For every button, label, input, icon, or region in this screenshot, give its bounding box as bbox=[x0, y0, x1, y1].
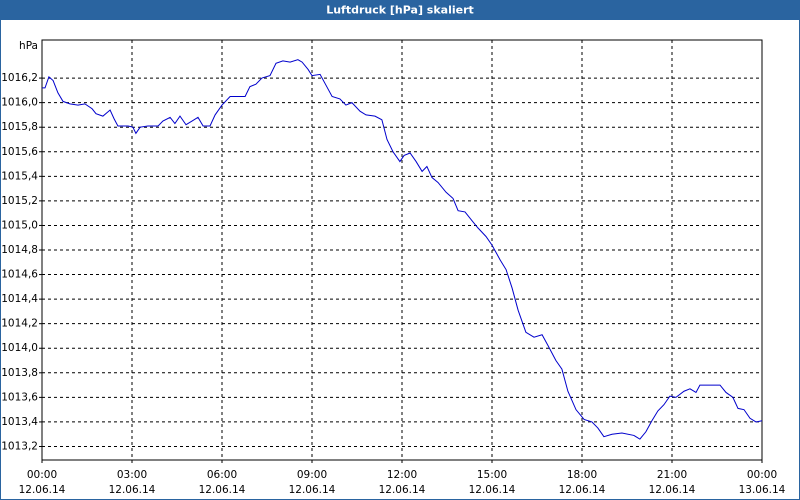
y-tick-label: 1015,0 bbox=[1, 219, 38, 231]
y-tick-label: 1016,2 bbox=[1, 72, 38, 84]
x-tick-label: 00:00 bbox=[747, 469, 777, 481]
y-tick-label: 1014,4 bbox=[1, 293, 38, 305]
y-tick-label: 1014,8 bbox=[1, 244, 38, 256]
x-tick-date: 12.06.14 bbox=[469, 484, 516, 496]
plot-frame bbox=[41, 39, 763, 461]
y-tick-label: 1013,8 bbox=[1, 367, 38, 379]
y-tick-label: 1015,4 bbox=[1, 170, 38, 182]
x-tick-label: 12:00 bbox=[387, 469, 417, 481]
chart-title: Luftdruck [hPa] skaliert bbox=[326, 4, 474, 17]
x-tick-label: 09:00 bbox=[297, 469, 327, 481]
y-tick-label: 1013,4 bbox=[1, 416, 38, 428]
y-tick-label: 1014,2 bbox=[1, 318, 38, 330]
x-tick-date: 12.06.14 bbox=[109, 484, 156, 496]
title-bar bbox=[0, 0, 800, 20]
y-tick-label: 1016,0 bbox=[1, 97, 38, 109]
y-tick-label: 1015,8 bbox=[1, 121, 38, 133]
x-tick-label: 03:00 bbox=[117, 469, 147, 481]
y-tick-label: 1015,6 bbox=[1, 146, 38, 158]
x-tick-label: 15:00 bbox=[477, 469, 507, 481]
y-unit: hPa bbox=[19, 40, 38, 52]
x-tick-label: 06:00 bbox=[207, 469, 237, 481]
x-tick-label: 18:00 bbox=[567, 469, 597, 481]
x-tick-date: 12.06.14 bbox=[289, 484, 336, 496]
y-tick-label: 1015,2 bbox=[1, 195, 38, 207]
x-tick-date: 12.06.14 bbox=[649, 484, 696, 496]
x-tick-date: 13.06.14 bbox=[739, 484, 786, 496]
x-tick-date: 12.06.14 bbox=[559, 484, 606, 496]
x-tick-label: 21:00 bbox=[657, 469, 687, 481]
y-tick-label: 1014,6 bbox=[1, 269, 38, 281]
x-tick-date: 12.06.14 bbox=[199, 484, 246, 496]
x-tick-date: 12.06.14 bbox=[379, 484, 426, 496]
x-tick-label: 00:00 bbox=[27, 469, 57, 481]
data-line bbox=[42, 59, 763, 440]
y-tick-label: 1014,0 bbox=[1, 342, 38, 354]
y-tick-label: 1013,2 bbox=[1, 440, 38, 452]
x-tick-date: 12.06.14 bbox=[19, 484, 66, 496]
y-tick-label: 1013,6 bbox=[1, 391, 38, 403]
